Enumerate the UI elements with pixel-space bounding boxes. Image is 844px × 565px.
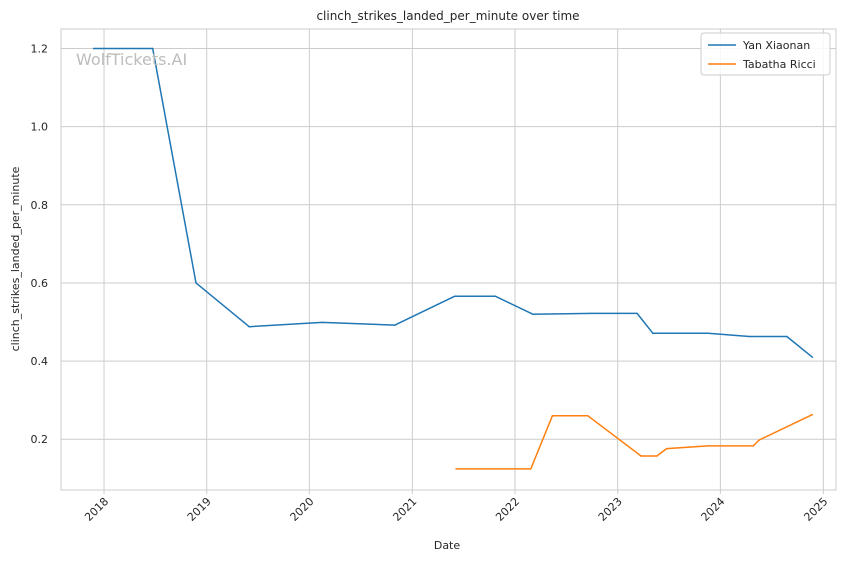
x-axis-ticks: 2018 2019 2020 2021 2022 2023 2024 2025	[82, 490, 830, 524]
data-point-tabatha-ricci	[530, 468, 532, 470]
data-point-tabatha-ricci	[752, 445, 755, 447]
data-point-yan-xiaonan	[394, 324, 396, 326]
series	[92, 47, 814, 470]
y-tick-label: 0.8	[31, 199, 49, 212]
data-point-yan-xiaonan	[591, 312, 593, 315]
data-point-tabatha-ricci	[640, 455, 642, 457]
y-axis-ticks: 0.2 0.4 0.6 0.8 1.0 1.2	[31, 43, 49, 447]
data-point-yan-xiaonan	[92, 47, 95, 50]
plot-background	[61, 29, 836, 490]
legend-label-yan-xiaonan: Yan Xiaonan	[742, 39, 810, 52]
y-tick-label: 1.0	[31, 121, 49, 134]
data-point-tabatha-ricci	[455, 468, 457, 470]
data-point-tabatha-ricci	[587, 415, 589, 417]
data-point-yan-xiaonan	[321, 321, 323, 324]
legend-label-tabatha-ricci: Tabatha Ricci	[742, 58, 816, 71]
y-tick-label: 0.2	[31, 433, 49, 446]
data-point-yan-xiaonan	[494, 295, 497, 297]
data-point-yan-xiaonan	[195, 282, 197, 284]
data-point-tabatha-ricci	[811, 413, 814, 416]
x-tick-label: 2018	[82, 495, 111, 524]
y-tick-label: 0.6	[31, 277, 49, 290]
data-point-tabatha-ricci	[656, 455, 658, 457]
data-point-tabatha-ricci	[665, 447, 668, 450]
chart-title: clinch_strikes_landed_per_minute over ti…	[316, 9, 579, 23]
plot-frame	[60, 28, 837, 491]
data-point-yan-xiaonan	[636, 312, 638, 315]
data-point-yan-xiaonan	[748, 335, 751, 338]
data-point-yan-xiaonan	[707, 332, 709, 335]
data-point-yan-xiaonan	[786, 335, 788, 338]
y-tick-label: 1.2	[31, 43, 49, 56]
x-tick-label: 2023	[596, 495, 625, 524]
x-tick-label: 2024	[699, 495, 728, 524]
series-line-yan-xiaonan	[93, 47, 813, 358]
watermark-text: WolfTickets.AI	[76, 50, 187, 69]
data-point-tabatha-ricci	[707, 445, 709, 447]
data-point-tabatha-ricci	[758, 439, 760, 441]
data-point-yan-xiaonan	[811, 356, 814, 358]
data-point-yan-xiaonan	[151, 47, 154, 50]
x-tick-label: 2025	[801, 495, 830, 524]
x-tick-label: 2021	[390, 495, 419, 524]
y-axis-label: clinch_strikes_landed_per_minute	[9, 166, 22, 351]
x-tick-label: 2019	[185, 495, 214, 524]
data-point-yan-xiaonan	[248, 325, 250, 328]
y-tick-label: 0.4	[31, 355, 49, 368]
x-axis-label: Date	[434, 539, 461, 552]
data-point-yan-xiaonan	[652, 332, 654, 335]
data-point-tabatha-ricci	[551, 415, 554, 417]
x-tick-label: 2022	[493, 495, 522, 524]
x-tick-label: 2020	[288, 495, 317, 524]
legend: Yan Xiaonan Tabatha Ricci	[700, 32, 831, 76]
data-point-yan-xiaonan	[532, 313, 534, 315]
data-point-yan-xiaonan	[454, 295, 456, 297]
